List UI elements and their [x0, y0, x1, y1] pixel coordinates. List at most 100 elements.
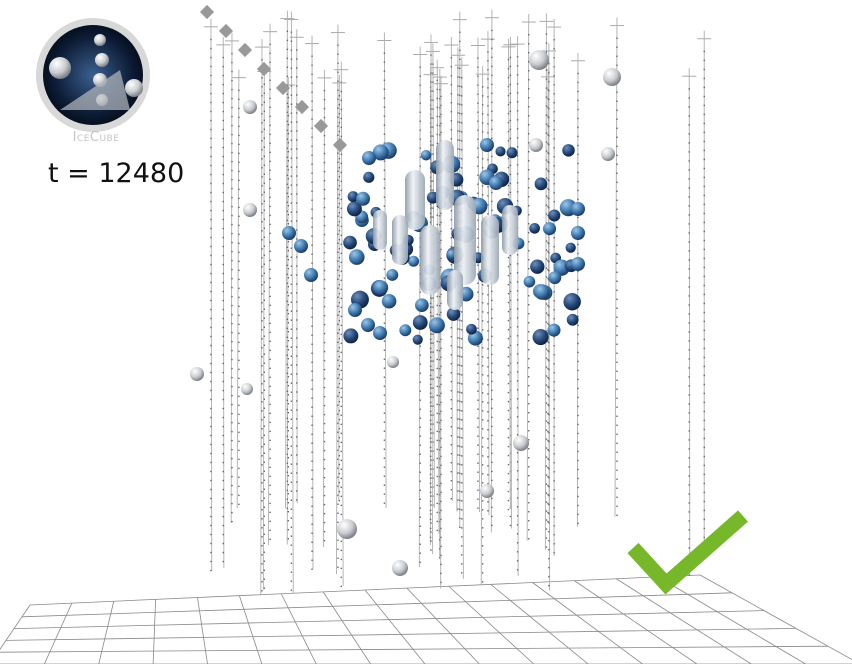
- dom: [291, 545, 292, 546]
- dom: [430, 456, 431, 457]
- dom: [616, 461, 617, 462]
- dom: [546, 204, 547, 205]
- dom: [337, 378, 338, 379]
- dom: [430, 519, 431, 520]
- dom: [311, 56, 312, 57]
- dom: [616, 38, 617, 39]
- dom: [341, 244, 342, 245]
- dom: [553, 111, 554, 112]
- dom: [341, 316, 342, 317]
- dom: [487, 285, 488, 286]
- dom: [577, 388, 578, 389]
- dom: [264, 246, 265, 247]
- dom: [419, 427, 420, 428]
- dom: [528, 349, 529, 350]
- dom: [704, 150, 705, 151]
- dom: [339, 185, 340, 186]
- hit: [524, 276, 536, 288]
- dom: [482, 437, 483, 438]
- dom: [508, 464, 509, 465]
- dom: [269, 260, 270, 261]
- dom: [288, 259, 289, 260]
- dom: [311, 452, 312, 453]
- dom: [482, 311, 483, 312]
- dom: [487, 420, 488, 421]
- dom: [528, 259, 529, 260]
- dom: [210, 75, 211, 76]
- dom: [261, 401, 262, 402]
- dom: [577, 325, 578, 326]
- dom: [528, 475, 529, 476]
- dom: [477, 229, 478, 230]
- dom: [341, 469, 342, 470]
- dom: [440, 501, 441, 502]
- dom: [689, 178, 690, 179]
- dom: [210, 147, 211, 148]
- dom: [288, 502, 289, 503]
- dom: [461, 320, 462, 321]
- dom: [261, 428, 262, 429]
- hit: [386, 269, 398, 281]
- dom: [231, 323, 232, 324]
- dom: [287, 436, 288, 437]
- dom: [419, 67, 420, 68]
- dom: [231, 98, 232, 99]
- dom: [546, 105, 547, 106]
- dom: [477, 319, 478, 320]
- dom: [261, 581, 262, 582]
- dom: [432, 81, 433, 82]
- dom: [510, 516, 511, 517]
- dom: [440, 582, 441, 583]
- dom: [337, 504, 338, 505]
- dom: [384, 98, 385, 99]
- dom: [384, 341, 385, 342]
- dom: [223, 561, 224, 562]
- dom: [517, 272, 518, 273]
- dom: [231, 206, 232, 207]
- hit: [548, 271, 561, 284]
- dom: [517, 506, 518, 507]
- dom: [577, 163, 578, 164]
- dom: [704, 249, 705, 250]
- dom: [461, 86, 462, 87]
- dom: [430, 411, 431, 412]
- dom: [528, 448, 529, 449]
- dom: [287, 193, 288, 194]
- dom: [689, 376, 690, 377]
- dom: [430, 72, 431, 73]
- dom: [296, 193, 297, 194]
- floor-line: [323, 592, 371, 664]
- dom: [430, 339, 431, 340]
- dom: [439, 98, 440, 99]
- dom: [210, 120, 211, 121]
- dom: [508, 68, 509, 69]
- dom: [384, 197, 385, 198]
- dom: [419, 94, 420, 95]
- dom: [238, 153, 239, 154]
- dom: [337, 171, 338, 172]
- trail-marker: [238, 43, 252, 57]
- dom: [288, 187, 289, 188]
- dom: [238, 324, 239, 325]
- dom: [553, 192, 554, 193]
- hit: [563, 293, 580, 310]
- dom: [689, 304, 690, 305]
- hit: [429, 317, 445, 333]
- dom: [430, 510, 431, 511]
- dom: [311, 560, 312, 561]
- dom: [546, 195, 547, 196]
- dom: [548, 144, 549, 145]
- dom: [546, 258, 547, 259]
- dom: [440, 429, 441, 430]
- dom: [704, 87, 705, 88]
- dom: [261, 590, 262, 591]
- dom: [311, 65, 312, 66]
- dom: [546, 159, 547, 160]
- dom: [341, 460, 342, 461]
- dom: [261, 554, 262, 555]
- dom: [477, 391, 478, 392]
- dom: [510, 84, 511, 85]
- dom: [487, 123, 488, 124]
- dom: [287, 184, 288, 185]
- dom: [210, 363, 211, 364]
